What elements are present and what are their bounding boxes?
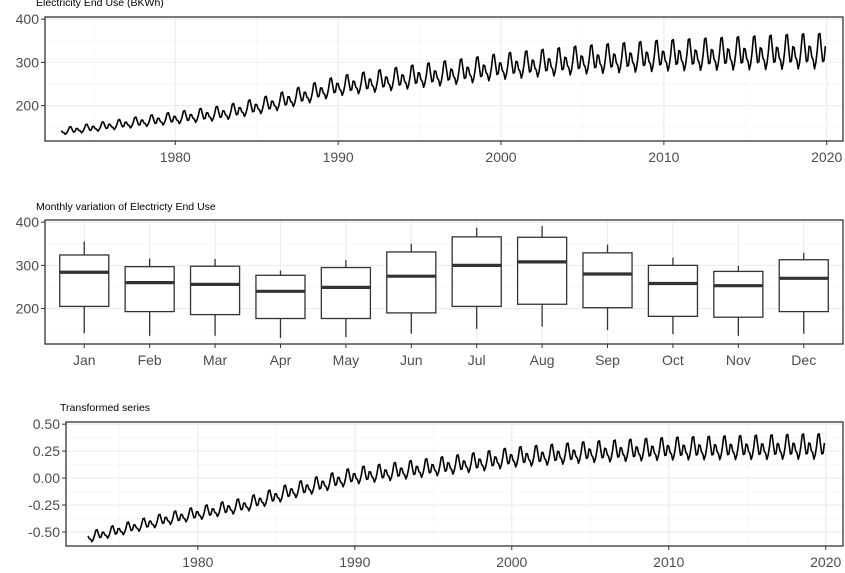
x-tick-label: Nov — [726, 352, 751, 368]
y-tick-label: -0.25 — [28, 497, 60, 513]
plot-frame — [44, 219, 844, 345]
x-tick-label: 2010 — [648, 149, 679, 165]
x-tick-label: 2010 — [653, 554, 684, 570]
box-iqr — [582, 252, 633, 309]
x-tick-label: Jul — [468, 352, 486, 368]
box-iqr — [386, 251, 437, 314]
chart-title: Monthly variation of Electricty End Use — [36, 201, 216, 213]
boxplot-nov — [713, 265, 764, 336]
boxplot-oct — [647, 257, 699, 335]
chart-title: Electricity End Use (BKWh) — [36, 0, 164, 9]
x-tick-label: 2000 — [496, 554, 527, 570]
x-tick-label: 2020 — [811, 149, 842, 165]
gridlines — [66, 422, 843, 546]
y-tick-label: -0.50 — [28, 524, 60, 540]
box-iqr — [189, 265, 241, 316]
box-iqr — [516, 236, 568, 305]
boxplot-jun — [386, 243, 437, 334]
boxplot-dec — [778, 252, 829, 334]
line-series — [60, 32, 827, 136]
box-iqr — [451, 236, 502, 308]
boxplot-may — [320, 260, 372, 338]
box-iqr — [59, 254, 110, 308]
y-tick-label: 0.50 — [33, 416, 60, 432]
x-tick-label: 1990 — [323, 149, 354, 165]
boxplot-mar — [189, 258, 241, 336]
x-tick-label: May — [333, 352, 359, 368]
axes: 200 300 400 Jan Feb Mar Apr May Jun Jul Aug Sep Oct N… — [16, 214, 817, 368]
x-tick-label: Aug — [530, 352, 555, 368]
boxplot-apr — [255, 270, 306, 338]
panel-monthly-variation: Monthly variation of Electricty End Use … — [16, 201, 844, 368]
series-line — [87, 433, 826, 543]
x-tick-label: 2000 — [485, 149, 516, 165]
line-series — [87, 433, 826, 543]
y-tick-label: 300 — [16, 54, 40, 70]
boxplot-aug — [516, 226, 568, 327]
boxplots — [59, 226, 829, 338]
y-tick-label: 300 — [16, 257, 40, 273]
chart-title: Transformed series — [60, 402, 150, 414]
series-line — [60, 32, 827, 136]
x-tick-label: Apr — [270, 352, 292, 368]
panel-electricity-end-use: Electricity End Use (BKWh) 200 300 400 1980… — [16, 0, 844, 165]
x-tick-label: Mar — [203, 352, 227, 368]
x-tick-label: 1990 — [339, 554, 370, 570]
plot-frame — [44, 16, 844, 142]
box-iqr — [320, 266, 372, 320]
box-iqr — [713, 270, 764, 318]
boxplot-jan — [59, 241, 110, 334]
plot-frame — [65, 421, 844, 547]
x-tick-label: 2020 — [810, 554, 841, 570]
x-tick-label: 1980 — [160, 149, 191, 165]
x-tick-label: Feb — [138, 352, 162, 368]
boxplot-sep — [582, 244, 633, 331]
box-iqr — [778, 259, 829, 313]
box-iqr — [124, 266, 175, 313]
y-tick-label: 200 — [16, 98, 40, 114]
boxplot-feb — [124, 258, 175, 336]
panel-transformed-series: Transformed series 0.50 0.25 0.00 -0.25 -0.5… — [28, 402, 844, 570]
x-tick-label: Jan — [73, 352, 96, 368]
box-iqr — [647, 264, 699, 317]
x-tick-label: Jun — [400, 352, 423, 368]
y-tick-label: 400 — [16, 11, 40, 27]
x-tick-label: 1980 — [182, 554, 213, 570]
x-tick-label: Oct — [662, 352, 684, 368]
y-tick-label: 200 — [16, 301, 40, 317]
axes: 200 300 400 1980 1990 2000 2010 2020 — [16, 11, 843, 165]
x-tick-label: Sep — [595, 352, 620, 368]
y-tick-label: 0.25 — [33, 443, 60, 459]
y-tick-label: 0.00 — [33, 470, 60, 486]
axes: 0.50 0.25 0.00 -0.25 -0.50 1980 1990 2000 2010 20… — [28, 416, 841, 570]
box-iqr — [255, 274, 306, 320]
x-tick-label: Dec — [791, 352, 816, 368]
boxplot-jul — [451, 227, 502, 329]
y-tick-label: 400 — [16, 214, 40, 230]
